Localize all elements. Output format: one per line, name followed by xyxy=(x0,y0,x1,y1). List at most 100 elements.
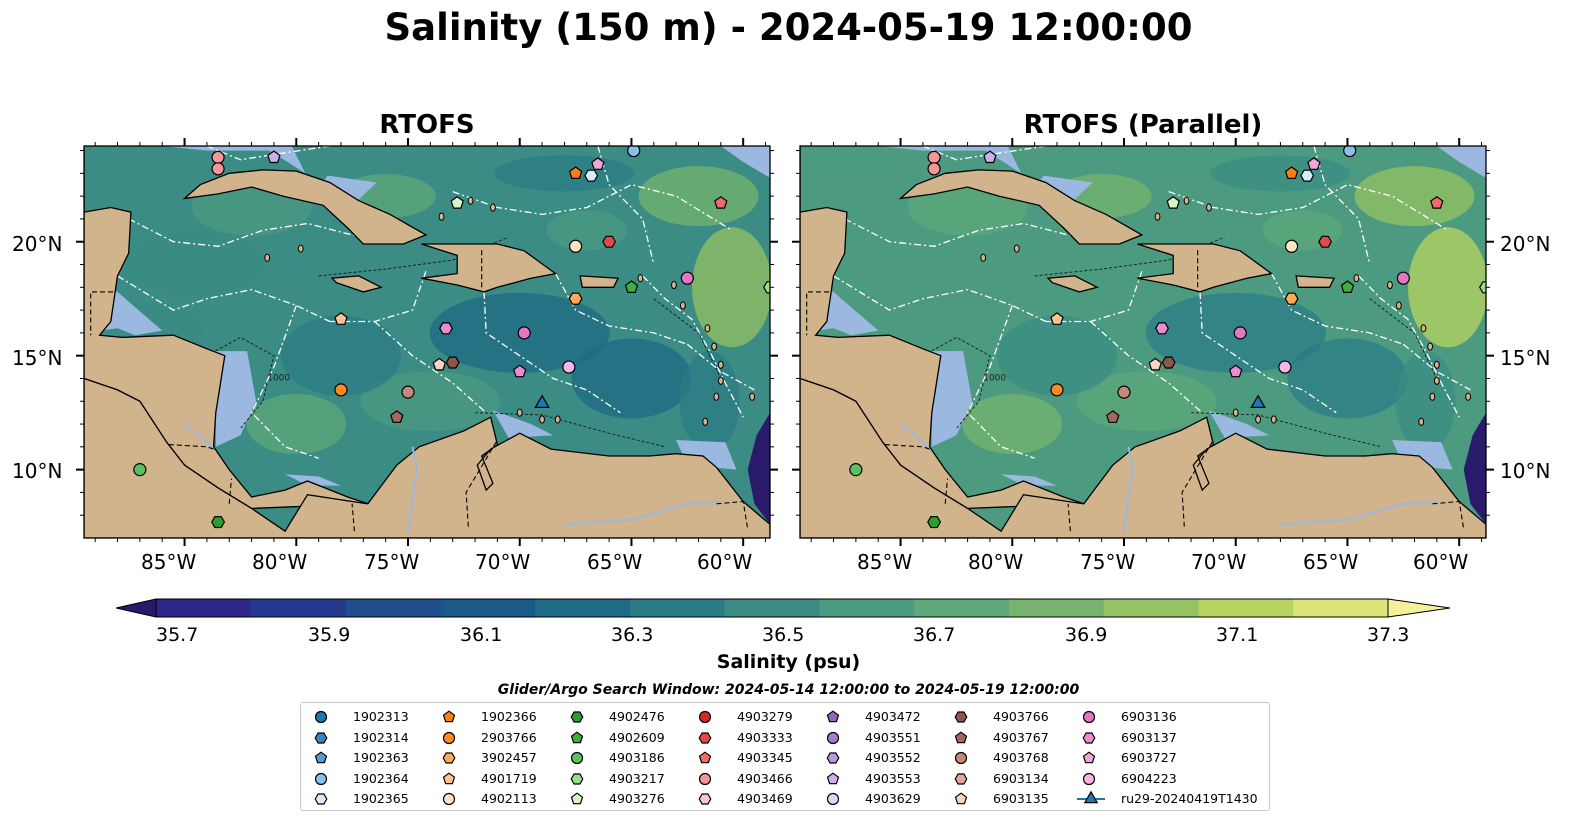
argo-float-marker xyxy=(1166,195,1180,209)
lon-tick-label: 70°W xyxy=(475,550,531,574)
legend-marker xyxy=(1082,772,1096,785)
legend-symbol xyxy=(442,752,456,764)
legend-symbol xyxy=(954,792,968,805)
legend-label: 4903553 xyxy=(865,770,921,786)
argo-float-marker xyxy=(1307,157,1321,170)
legend-symbol xyxy=(570,751,584,765)
legend-symbol xyxy=(954,772,968,785)
panel-title-rtofs: RTOFS xyxy=(379,110,475,140)
legend-label: 4902476 xyxy=(609,709,665,724)
lon-tick-label: 80°W xyxy=(968,550,1024,574)
legend-marker xyxy=(314,731,328,744)
colorbar-tick-label: 36.9 xyxy=(1065,624,1108,646)
lat-tick-label: 10°N xyxy=(1500,459,1551,483)
legend-label: 4903768 xyxy=(993,750,1049,765)
argo-float-marker xyxy=(1284,239,1299,253)
legend-marker xyxy=(442,731,456,744)
argo-float-marker xyxy=(211,516,226,529)
legend-label: 4903767 xyxy=(993,729,1049,745)
argo-float-marker xyxy=(584,169,599,182)
legend-label: 4903279 xyxy=(737,709,793,724)
legend-symbol xyxy=(826,731,840,744)
legend-marker xyxy=(698,751,712,764)
legend-label: 6903727 xyxy=(1121,750,1177,765)
argo-float-marker xyxy=(1050,383,1064,397)
lon-tick-label: 75°W xyxy=(1080,550,1136,574)
lon-tick-label: 65°W xyxy=(1303,550,1359,574)
legend-label: ru29-20240419T1430 xyxy=(1121,791,1258,806)
legend-label: 1902314 xyxy=(353,729,409,745)
legend-marker xyxy=(314,710,328,724)
argo-float-marker xyxy=(334,312,348,325)
argo-float-marker xyxy=(680,271,694,285)
legend-marker xyxy=(826,771,840,784)
legend-marker xyxy=(954,730,968,743)
legend-marker xyxy=(698,710,712,724)
colorbar-label: Salinity (psu) xyxy=(716,651,861,673)
argo-float-marker xyxy=(1148,357,1163,371)
legend-label: 4903333 xyxy=(737,729,793,745)
colorbar-tick-label: 35.7 xyxy=(156,624,199,646)
legend-symbol xyxy=(826,771,840,784)
salinity-colorbar xyxy=(116,598,1451,618)
legend-marker xyxy=(698,772,712,785)
contour-label: 1000 xyxy=(983,374,1006,384)
argo-float-marker xyxy=(1430,195,1444,209)
argo-float-marker xyxy=(211,162,225,176)
legend-symbol xyxy=(442,792,456,806)
legend-label: 4901719 xyxy=(481,770,537,786)
legend-symbol xyxy=(314,793,328,805)
argo-float-marker xyxy=(602,235,617,248)
lon-tick-label: 60°W xyxy=(1413,550,1469,574)
legend-marker xyxy=(570,751,584,765)
argo-float-marker xyxy=(627,146,641,158)
legend-label: 4903552 xyxy=(865,750,921,765)
legend-marker xyxy=(570,772,584,785)
legend-label: 3902457 xyxy=(481,750,537,765)
legend-label: 4902113 xyxy=(481,791,537,806)
colorbar-tick-label: 36.1 xyxy=(460,624,503,646)
legend-symbol xyxy=(698,772,712,785)
colorbar-tick-label: 36.3 xyxy=(611,624,654,646)
lon-tick-label: 85°W xyxy=(141,550,197,574)
argo-float-marker xyxy=(133,463,147,477)
glider-marker xyxy=(534,394,550,408)
colorbar-tick-label: 36.5 xyxy=(762,624,805,646)
legend-symbol xyxy=(826,792,840,806)
legend-symbol xyxy=(314,731,328,744)
argo-float-marker xyxy=(568,292,583,305)
argo-float-marker xyxy=(624,280,639,293)
legend-marker xyxy=(570,792,584,805)
legend-symbol xyxy=(314,751,328,764)
argo-float-marker xyxy=(439,322,453,335)
argo-float-marker xyxy=(1318,235,1333,248)
legend-marker xyxy=(698,731,712,744)
glider-marker xyxy=(1250,394,1266,408)
argo-float-marker xyxy=(432,357,447,371)
lat-tick-label: 10°N xyxy=(12,459,63,483)
legend-symbol xyxy=(1082,751,1096,764)
legend-marker xyxy=(314,751,328,764)
legend-label: 4903345 xyxy=(737,750,793,765)
legend-marker xyxy=(826,792,840,806)
legend-symbol xyxy=(570,772,584,785)
legend-label: 6903134 xyxy=(993,770,1049,786)
lat-tick-label: 20°N xyxy=(12,232,63,256)
argo-float-marker xyxy=(849,463,863,477)
argo-float-marker xyxy=(1396,271,1410,285)
legend-label: 4903766 xyxy=(993,709,1049,724)
argo-float-marker xyxy=(1340,280,1355,293)
legend-label: 6903136 xyxy=(1121,709,1177,724)
legend-symbol xyxy=(314,772,328,785)
contour-label: 1000 xyxy=(267,374,290,384)
figure-title: Salinity (150 m) - 2024-05-19 12:00:00 xyxy=(384,6,1193,49)
legend-symbol xyxy=(570,730,584,743)
glider-legend-marker xyxy=(1077,791,1105,804)
lon-tick-label: 85°W xyxy=(857,550,913,574)
legend-marker xyxy=(826,710,840,723)
legend-label: 4903629 xyxy=(865,791,921,806)
legend-marker xyxy=(954,772,968,785)
argo-float-marker xyxy=(1278,360,1292,374)
legend-marker xyxy=(826,731,840,744)
legend-marker xyxy=(698,793,712,805)
